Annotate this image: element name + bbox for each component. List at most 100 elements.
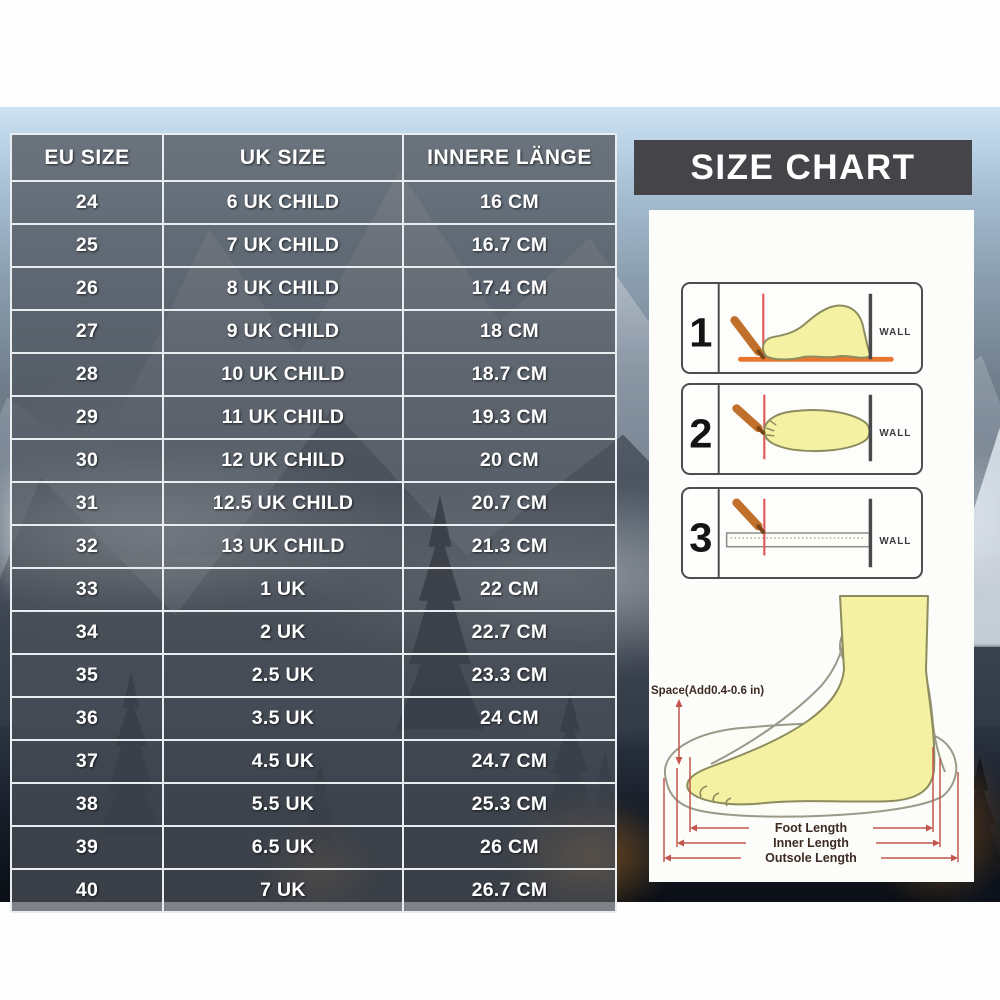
inner-length-cell: 18.7 CM: [402, 352, 617, 397]
uk-size-cell: 1 UK: [162, 567, 404, 612]
inner-length-header: INNERE LÄNGE: [402, 133, 617, 182]
eu-size-cell: 38: [10, 782, 164, 827]
uk-size-cell: 2.5 UK: [162, 653, 404, 698]
table-row: 30 12 UK CHILD 20 CM: [10, 438, 617, 483]
inner-length-cell: 25.3 CM: [402, 782, 617, 827]
step-number: 3: [689, 515, 712, 561]
table-row: 40 7 UK 26.7 CM: [10, 868, 617, 913]
eu-size-cell: 25: [10, 223, 164, 268]
foot-leg-icon: [686, 595, 936, 806]
eu-size-cell: 39: [10, 825, 164, 870]
eu-size-cell: 28: [10, 352, 164, 397]
measurement-instructions-panel: 1 WALL 2 WALL: [649, 210, 974, 882]
inner-length-cell: 19.3 CM: [402, 395, 617, 440]
space-arrowhead-down: [675, 757, 683, 765]
step-number: 1: [689, 310, 712, 356]
inner-length-cell: 24.7 CM: [402, 739, 617, 784]
step-number: 2: [689, 411, 712, 457]
uk-size-cell: 7 UK: [162, 868, 404, 913]
inner-length-cell: 20 CM: [402, 438, 617, 483]
step-3-diagram: 3 WALL: [689, 489, 911, 577]
inner-length-cell: 22.7 CM: [402, 610, 617, 655]
toe-marks: [766, 419, 777, 437]
table-row: 38 5.5 UK 25.3 CM: [10, 782, 617, 827]
step-1-diagram: 1 WALL: [689, 284, 911, 372]
wall-label: WALL: [879, 536, 911, 547]
dim-arrowhead: [951, 854, 958, 862]
pencil-tip: [756, 426, 766, 435]
eu-size-cell: 27: [10, 309, 164, 354]
uk-size-cell: 10 UK CHILD: [162, 352, 404, 397]
inner-length-cell: 17.4 CM: [402, 266, 617, 311]
table-row: 34 2 UK 22.7 CM: [10, 610, 617, 655]
inner-length-cell: 26.7 CM: [402, 868, 617, 913]
uk-size-cell: 2 UK: [162, 610, 404, 655]
table-row: 32 13 UK CHILD 21.3 CM: [10, 524, 617, 569]
eu-size-cell: 37: [10, 739, 164, 784]
eu-size-cell: 33: [10, 567, 164, 612]
dim-arrowhead: [664, 854, 671, 862]
table-row: 31 12.5 UK CHILD 20.7 CM: [10, 481, 617, 526]
eu-size-cell: 35: [10, 653, 164, 698]
dim-arrowhead: [933, 839, 940, 847]
foot-side-icon: [762, 304, 872, 361]
uk-size-cell: 6 UK CHILD: [162, 180, 404, 225]
space-label: Space(Add0.4-0.6 in): [651, 685, 764, 697]
dim-arrowhead: [690, 824, 697, 832]
pencil-tip: [756, 524, 766, 534]
step-2-diagram: 2 WALL: [689, 385, 911, 473]
eu-size-cell: 31: [10, 481, 164, 526]
foot-top-icon: [763, 409, 871, 453]
table-row: 39 6.5 UK 26 CM: [10, 825, 617, 870]
inner-length-cell: 16.7 CM: [402, 223, 617, 268]
foot-measurement-diagram: Space(Add0.4-0.6 in) Foot Length Inner L…: [651, 595, 959, 865]
inner-length-cell: 16 CM: [402, 180, 617, 225]
eu-size-cell: 30: [10, 438, 164, 483]
size-conversion-table: EU SIZE UK SIZE INNERE LÄNGE 24 6 UK CHIL…: [10, 133, 617, 913]
pencil-icon: [732, 498, 763, 531]
table-row: 36 3.5 UK 24 CM: [10, 696, 617, 741]
inner-length-cell: 20.7 CM: [402, 481, 617, 526]
measure-step-1: 1 WALL: [681, 282, 923, 374]
size-chart-title: SIZE CHART: [634, 140, 972, 195]
pencil-icon: [732, 404, 763, 433]
uk-size-cell: 11 UK CHILD: [162, 395, 404, 440]
inner-length-cell: 21.3 CM: [402, 524, 617, 569]
dim-arrowhead: [926, 824, 933, 832]
uk-size-cell: 7 UK CHILD: [162, 223, 404, 268]
inner-length-label: Inner Length: [773, 836, 849, 850]
eu-size-cell: 29: [10, 395, 164, 440]
table-row: 29 11 UK CHILD 19.3 CM: [10, 395, 617, 440]
table-header-row: EU SIZE UK SIZE INNERE LÄNGE: [10, 133, 617, 182]
inner-length-cell: 22 CM: [402, 567, 617, 612]
uk-size-cell: 6.5 UK: [162, 825, 404, 870]
inner-length-cell: 24 CM: [402, 696, 617, 741]
table-row: 24 6 UK CHILD 16 CM: [10, 180, 617, 225]
eu-size-cell: 36: [10, 696, 164, 741]
measure-step-2: 2 WALL: [681, 383, 923, 475]
pencil-tip: [756, 349, 766, 360]
uk-size-header: UK SIZE: [162, 133, 404, 182]
table-row: 25 7 UK CHILD 16.7 CM: [10, 223, 617, 268]
eu-size-cell: 26: [10, 266, 164, 311]
wall-label: WALL: [879, 327, 911, 338]
eu-size-cell: 34: [10, 610, 164, 655]
wall-label: WALL: [879, 428, 911, 439]
inner-length-cell: 23.3 CM: [402, 653, 617, 698]
dim-arrowhead: [677, 839, 684, 847]
table-row: 27 9 UK CHILD 18 CM: [10, 309, 617, 354]
uk-size-cell: 3.5 UK: [162, 696, 404, 741]
space-arrowhead-up: [675, 699, 683, 707]
table-row: 26 8 UK CHILD 17.4 CM: [10, 266, 617, 311]
uk-size-cell: 8 UK CHILD: [162, 266, 404, 311]
uk-size-cell: 12 UK CHILD: [162, 438, 404, 483]
foot-length-label: Foot Length: [775, 821, 847, 835]
ruler-icon: [725, 532, 871, 548]
table-row: 33 1 UK 22 CM: [10, 567, 617, 612]
uk-size-cell: 5.5 UK: [162, 782, 404, 827]
eu-size-cell: 32: [10, 524, 164, 569]
toe-lines: [699, 785, 732, 807]
outsole-length-label: Outsole Length: [765, 851, 857, 865]
eu-size-header: EU SIZE: [10, 133, 164, 182]
